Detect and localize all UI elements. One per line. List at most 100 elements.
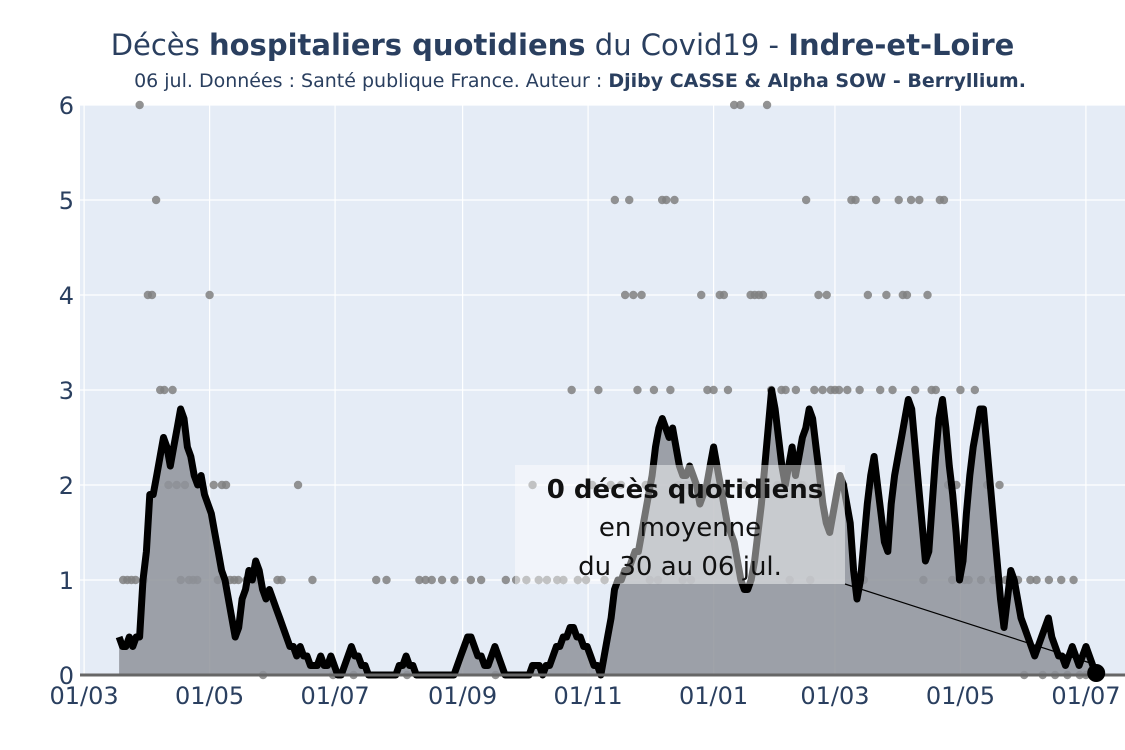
daily-dot-66 — [625, 195, 634, 205]
daily-dot-51 — [528, 480, 537, 490]
daily-dot-21 — [209, 480, 218, 490]
daily-dot-96 — [762, 100, 772, 110]
annotation-line-3: du 30 au 06 jul. — [578, 552, 782, 582]
daily-dot-116 — [851, 195, 860, 205]
daily-dot-54 — [553, 575, 562, 585]
y-tick-label-3: 3 — [59, 377, 74, 405]
daily-dot-48 — [501, 575, 511, 585]
rolling-mean-fill — [119, 390, 1097, 675]
y-tick-label-2: 2 — [59, 472, 74, 500]
daily-dot-91 — [740, 480, 749, 490]
daily-dot-40 — [415, 575, 424, 585]
daily-dot-44 — [450, 575, 459, 585]
daily-dot-117 — [855, 385, 864, 395]
daily-dot-68 — [633, 385, 642, 395]
daily-dot-42 — [427, 575, 436, 585]
daily-dot-147 — [995, 480, 1004, 490]
daily-dot-128 — [906, 195, 916, 205]
x-tick-label-1: 01/05 — [175, 682, 244, 710]
daily-dot-108 — [818, 385, 827, 395]
daily-dot-134 — [931, 385, 940, 395]
daily-dot-69 — [637, 290, 646, 300]
y-tick-labels: 0 1 2 3 4 5 6 — [59, 92, 74, 690]
daily-dot-87 — [719, 290, 729, 300]
daily-dot-89 — [729, 100, 739, 110]
x-tick-label-5: 01/01 — [679, 682, 748, 710]
y-tick-label-5: 5 — [59, 187, 74, 215]
daily-dot-90 — [736, 100, 745, 110]
rolling-mean-line — [115, 386, 1100, 679]
daily-dot-77 — [670, 195, 679, 205]
title-part-3: du Covid19 - — [585, 28, 789, 62]
daily-dot-24 — [221, 480, 231, 490]
x-tick-label-6: 01/03 — [800, 682, 869, 710]
x-tick-label-3: 01/09 — [428, 682, 497, 710]
x-tick-label-7: 01/05 — [926, 682, 995, 710]
daily-dot-63 — [610, 195, 620, 205]
daily-dot-7 — [147, 290, 157, 300]
daily-dot-143 — [970, 385, 980, 395]
daily-dot-10 — [160, 385, 169, 395]
x-tick-label-4: 01/11 — [554, 682, 623, 710]
daily-dot-12 — [168, 385, 177, 395]
daily-dot-88 — [723, 385, 733, 395]
title-part-2: hospitaliers quotidiens — [208, 28, 586, 62]
daily-dot-43 — [437, 575, 447, 585]
daily-dot-41 — [421, 575, 430, 585]
daily-dot-52 — [534, 575, 543, 585]
daily-dot-8 — [151, 195, 161, 205]
daily-dot-20 — [205, 290, 214, 300]
daily-dot-106 — [810, 385, 819, 395]
daily-dot-136 — [939, 195, 949, 205]
daily-dot-59 — [588, 480, 597, 490]
daily-dot-60 — [594, 385, 603, 395]
daily-dot-153 — [1032, 575, 1041, 585]
daily-dot-55 — [559, 575, 568, 585]
daily-dot-61 — [600, 575, 609, 585]
daily-dot-64 — [616, 480, 626, 490]
daily-dot-123 — [882, 290, 891, 300]
daily-dot-157 — [1057, 575, 1066, 585]
daily-dot-62 — [606, 480, 615, 490]
latest-point-marker — [1087, 664, 1106, 682]
title-part-4: Indre-et-Loire — [788, 28, 1015, 62]
daily-dot-75 — [662, 195, 671, 205]
daily-dot-121 — [871, 195, 881, 205]
x-tick-label-8: 01/07 — [1051, 682, 1120, 710]
daily-dot-72 — [649, 385, 659, 395]
y-tick-label-6: 6 — [59, 92, 74, 120]
daily-dot-65 — [620, 290, 630, 300]
daily-dot-49 — [511, 575, 521, 585]
daily-dot-32 — [277, 575, 286, 585]
daily-dot-124 — [888, 385, 897, 395]
daily-dot-107 — [814, 290, 823, 300]
daily-dot-155 — [1044, 575, 1054, 585]
daily-dot-27 — [234, 575, 243, 585]
x-tick-label-2: 01/07 — [300, 682, 369, 710]
daily-dot-114 — [843, 385, 852, 395]
daily-dot-112 — [834, 385, 844, 395]
daily-dot-159 — [1069, 575, 1078, 585]
daily-dot-85 — [709, 385, 718, 395]
daily-dot-100 — [781, 385, 790, 395]
daily-dot-58 — [581, 575, 591, 585]
daily-dot-102 — [791, 385, 801, 395]
daily-dot-34 — [308, 575, 317, 585]
daily-dot-140 — [956, 385, 965, 395]
y-tick-label-0: 0 — [59, 662, 74, 690]
chart-subtitle: 06 jul. Données : Santé publique France.… — [0, 70, 1125, 92]
y-tick-label-4: 4 — [59, 282, 74, 310]
daily-dot-50 — [522, 575, 531, 585]
daily-dot-56 — [567, 385, 576, 395]
daily-dot-57 — [573, 575, 583, 585]
daily-dot-67 — [629, 290, 638, 300]
daily-dot-152 — [1026, 575, 1035, 585]
annotation-arrow — [844, 583, 1091, 664]
daily-dot-33 — [293, 480, 303, 490]
y-tick-label-1: 1 — [59, 567, 74, 595]
annotation-line-2: en moyenne — [599, 513, 761, 543]
daily-dot-125 — [894, 195, 903, 205]
daily-dot-109 — [822, 290, 831, 300]
annotation-box — [515, 465, 845, 584]
